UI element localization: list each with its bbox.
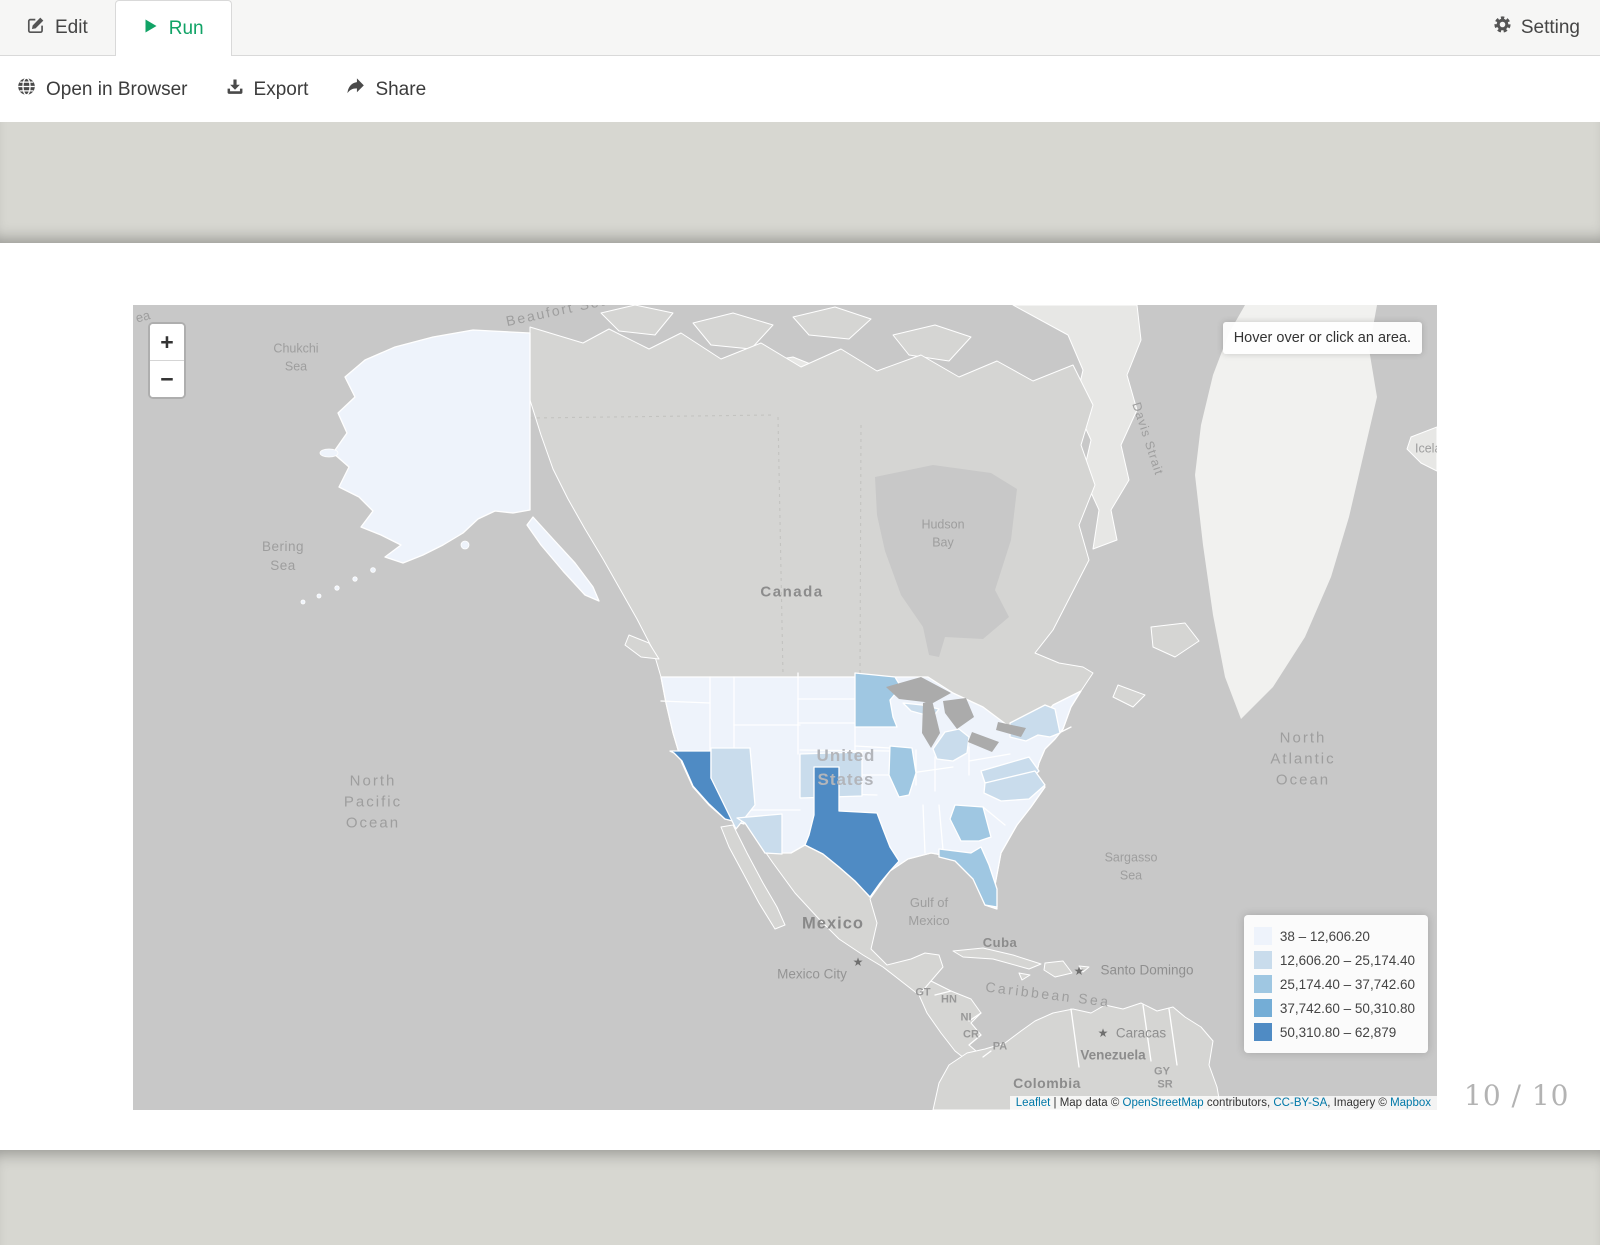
legend-label: 37,742.60 – 50,310.80 [1279, 1000, 1415, 1016]
admin-border-dashed [777, 416, 784, 676]
map-attribution: Leaflet | Map data © OpenStreetMap contr… [1009, 1096, 1437, 1110]
geo-arctic-island [692, 312, 774, 350]
legend-row: 38 – 12,606.20 [1253, 924, 1415, 948]
toolbar: Open in Browser Export Share [0, 57, 1600, 122]
tab-run[interactable]: Run [114, 0, 232, 56]
state-michigan[interactable] [932, 728, 970, 762]
geo-jamaica [1018, 972, 1031, 981]
legend-row: 25,174.40 – 37,742.60 [1253, 972, 1415, 996]
share-arrow-icon [346, 77, 365, 102]
run-play-icon [143, 18, 159, 40]
geo-arctic-island [892, 324, 972, 362]
edit-pencil-icon [27, 16, 45, 40]
admin-border-dashed [529, 414, 774, 419]
legend-row: 37,742.60 – 50,310.80 [1253, 996, 1415, 1020]
geo-arctic-island [792, 306, 872, 340]
geo-arctic-island [600, 305, 674, 336]
settings-button[interactable]: Setting [1473, 0, 1600, 55]
legend-swatch [1253, 927, 1272, 945]
aleutian-islands [300, 448, 470, 605]
globe-icon [17, 77, 36, 102]
leaflet-link[interactable]: Leaflet [1015, 1097, 1051, 1109]
geo-cuba [952, 947, 1042, 970]
legend-swatch [1253, 951, 1272, 969]
state-arizona[interactable] [736, 813, 783, 855]
geo-vancouver-island [624, 634, 660, 660]
open-in-browser-button[interactable]: Open in Browser [17, 77, 188, 102]
attribution-text: contributors, [1203, 1097, 1274, 1109]
state-texas[interactable] [804, 766, 900, 898]
legend-swatch [1253, 1023, 1272, 1041]
share-label: Share [375, 78, 427, 100]
country-borders [934, 990, 1178, 1068]
content-page: ea Beaufort Sea Chukchi Sea Bering Sea D… [0, 243, 1600, 1150]
state-alaska[interactable] [332, 329, 531, 564]
export-label: Export [253, 78, 309, 100]
state-illinois[interactable] [888, 745, 917, 798]
zoom-out-button[interactable]: − [150, 360, 184, 397]
open-in-browser-label: Open in Browser [46, 78, 188, 100]
state-north-carolina[interactable] [983, 770, 1046, 802]
download-icon [226, 78, 244, 102]
legend-swatch [1253, 975, 1272, 993]
tab-bar: Edit Run Setting [0, 0, 1600, 56]
openstreetmap-link[interactable]: OpenStreetMap [1122, 1097, 1204, 1109]
share-button[interactable]: Share [346, 77, 426, 102]
great-lakes [886, 677, 1026, 752]
legend-label: 25,174.40 – 37,742.60 [1279, 976, 1415, 992]
geo-greenland [1195, 305, 1377, 719]
attribution-text: | Map data © [1050, 1097, 1123, 1109]
geo-hispaniola [1043, 960, 1073, 978]
bottom-gray-band [0, 1150, 1600, 1245]
mapbox-link[interactable]: Mapbox [1390, 1097, 1431, 1109]
state-georgia[interactable] [949, 804, 992, 842]
geo-hudson-bay [875, 465, 1017, 657]
state-alaska-panhandle[interactable] [526, 516, 600, 602]
map-canvas [133, 305, 1437, 1110]
legend-row: 12,606.20 – 25,174.40 [1253, 948, 1415, 972]
cc-by-sa-link[interactable]: CC-BY-SA [1273, 1097, 1328, 1109]
geo-puerto-rico [1078, 965, 1090, 973]
attribution-text: , Imagery © [1327, 1097, 1391, 1109]
legend-label: 12,606.20 – 25,174.40 [1279, 952, 1415, 968]
state-florida[interactable] [938, 846, 998, 908]
tab-edit[interactable]: Edit [0, 0, 115, 55]
geo-newfoundland [1150, 622, 1200, 658]
geo-iceland [1406, 426, 1437, 472]
leaflet-map[interactable]: ea Beaufort Sea Chukchi Sea Bering Sea D… [133, 305, 1437, 1110]
gear-icon [1493, 15, 1512, 40]
tab-edit-label: Edit [55, 16, 88, 38]
legend-swatch [1253, 999, 1272, 1017]
zoom-control: + − [148, 322, 186, 399]
map-info-box: Hover over or click an area. [1222, 322, 1422, 354]
zoom-in-button[interactable]: + [150, 324, 184, 360]
top-gray-band [0, 122, 1600, 243]
geo-nova-scotia [1112, 684, 1146, 708]
slide-page-counter: 10 / 10 [1464, 1079, 1570, 1112]
legend-label: 38 – 12,606.20 [1279, 928, 1370, 944]
legend-row: 50,310.80 – 62,879 [1253, 1020, 1415, 1044]
tab-run-label: Run [168, 17, 204, 39]
admin-border-dashed [859, 424, 862, 678]
settings-label: Setting [1520, 16, 1580, 38]
map-legend: 38 – 12,606.20 12,606.20 – 25,174.40 25,… [1243, 915, 1428, 1053]
legend-label: 50,310.80 – 62,879 [1279, 1024, 1397, 1040]
export-button[interactable]: Export [226, 78, 309, 102]
geo-baja-california [720, 824, 786, 930]
